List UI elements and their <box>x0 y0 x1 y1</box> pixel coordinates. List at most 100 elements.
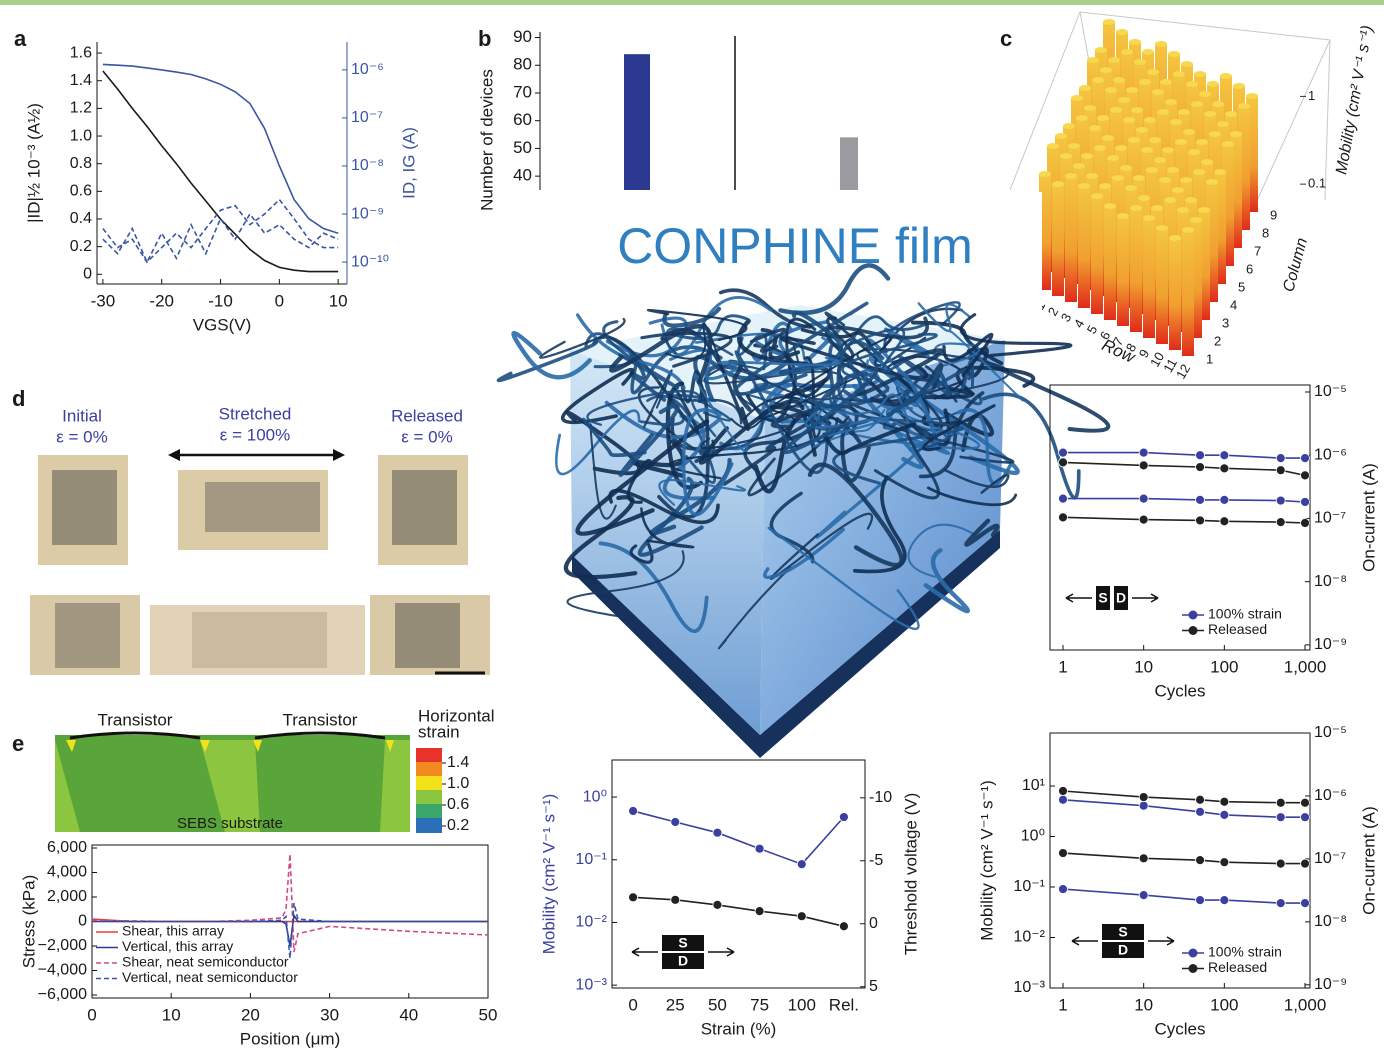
series-marker <box>1139 891 1148 900</box>
y2-tick-label: 10⁻⁶ <box>351 61 384 78</box>
y-tick-label: 3 <box>1222 315 1229 330</box>
cylinder <box>1052 184 1064 296</box>
series-marker <box>1139 494 1148 503</box>
cylinder-top <box>1105 87 1117 93</box>
series-marker <box>1196 896 1205 905</box>
series-line <box>1063 499 1305 502</box>
y-tick-label: 1.2 <box>70 100 92 117</box>
y-axis-label: Mobility (cm² V⁻¹ s⁻¹) <box>539 794 558 955</box>
colorbar-tick-label: 1.4 <box>447 754 469 771</box>
y-tick-label: 50 <box>513 138 532 157</box>
series-marker <box>755 907 764 916</box>
cylinder-top <box>1071 95 1083 101</box>
cylinder-top <box>1108 57 1120 63</box>
cylinder-top <box>1089 125 1101 131</box>
cylinder-top <box>1097 115 1109 121</box>
cylinder <box>1130 208 1142 332</box>
y2-tick-label: 10⁻⁵ <box>1314 383 1347 400</box>
series-marker <box>839 813 848 822</box>
y2-axis-label: On-current (A) <box>1359 806 1378 915</box>
strain-map: Transistor Transistor SEBS substrate Hor… <box>55 706 495 833</box>
cylinder <box>1117 216 1129 326</box>
series-line <box>633 897 844 926</box>
legend-label: Released <box>1208 621 1267 637</box>
cylinder-top <box>1120 165 1132 171</box>
y-tick-label: −6,000 <box>38 986 87 1003</box>
cylinder-top <box>1204 111 1216 117</box>
colorbar-band <box>416 818 442 833</box>
series-marker <box>1301 471 1310 480</box>
panel-label: e <box>12 731 24 756</box>
z-tick-label: 1 <box>1308 88 1315 103</box>
cylinder <box>1169 238 1181 350</box>
cylinder <box>1104 206 1116 320</box>
y-tick-label: 10⁻² <box>1013 929 1045 946</box>
x-tick-label: 0 <box>275 291 284 310</box>
legend-label: Released <box>1208 959 1267 975</box>
y2-tick-label: 10⁻⁵ <box>1314 724 1347 741</box>
photo-label: Initial <box>62 406 102 425</box>
series-marker <box>1139 448 1148 457</box>
series-marker <box>1196 451 1205 460</box>
cylinder <box>1078 186 1090 308</box>
series-marker <box>1196 463 1205 472</box>
cylinder-top <box>1156 225 1168 231</box>
series-line <box>1063 791 1305 803</box>
x-tick-label: 10 <box>162 1005 181 1024</box>
cylinder <box>1143 218 1155 338</box>
legend-label: 100% strain <box>1208 944 1282 960</box>
legend-marker <box>1189 611 1198 620</box>
series-line <box>103 64 338 233</box>
cylinder-top <box>1177 207 1189 213</box>
x-tick-label: 100 <box>788 995 816 1014</box>
cylinder <box>1182 230 1194 356</box>
series-marker <box>1220 517 1229 526</box>
y-tick-label: −4,000 <box>38 962 87 979</box>
cylinder-top <box>1138 195 1150 201</box>
series-marker <box>1220 797 1229 806</box>
legend-label: 100% strain <box>1208 606 1282 622</box>
y-tick-label: 5 <box>1238 279 1245 294</box>
series-line <box>1063 517 1305 523</box>
legend-label: Vertical, this array <box>122 938 233 954</box>
y-axis-label: Column <box>1280 236 1311 294</box>
y2-tick-label: 10⁻⁹ <box>1314 976 1347 993</box>
y-tick-label: 0 <box>78 913 87 930</box>
y-axis-label: Stress (kPa) <box>19 875 38 969</box>
y2-axis-label: Threshold voltage (V) <box>901 793 920 956</box>
series-marker <box>1301 899 1310 908</box>
series-marker <box>1301 798 1310 807</box>
legend-label: Vertical, neat semiconductor <box>122 969 298 985</box>
series-line <box>633 811 844 864</box>
cylinder-top <box>1092 77 1104 83</box>
legend-marker <box>1189 949 1198 958</box>
cylinder-top <box>1078 183 1090 189</box>
y2-tick-label: 10⁻⁶ <box>1314 446 1347 463</box>
figure: Initial ε = 0% Stretched ε = 100% Releas… <box>0 0 1384 1052</box>
series-line <box>1063 853 1305 864</box>
cylinder-top <box>1182 227 1194 233</box>
y2-tick-label: 10⁻¹⁰ <box>351 253 389 270</box>
cylinder-top <box>1168 51 1180 57</box>
cylinder-top <box>1094 145 1106 151</box>
cylinder-top <box>1123 117 1135 123</box>
cylinder-top <box>1115 145 1127 151</box>
cylinder-top <box>1076 115 1088 121</box>
series-marker <box>1276 899 1285 908</box>
y-tick-label: 9 <box>1270 207 1277 222</box>
cylinder-top <box>1143 215 1155 221</box>
cylinder-top <box>1207 81 1219 87</box>
x-tick-label: 0 <box>628 995 637 1014</box>
y2-tick-label: 10⁻⁹ <box>1314 636 1347 653</box>
colorbar-band <box>416 762 442 776</box>
cylinder-top <box>1222 141 1234 147</box>
cylinder-top <box>1128 137 1140 143</box>
cylinder-top <box>1142 49 1154 55</box>
cylinder-top <box>1131 107 1143 113</box>
cylinder-top <box>1136 127 1148 133</box>
y2-axis-label: On-current (A) <box>1359 463 1378 572</box>
y2-axis-label: ID, IG (A) <box>399 127 418 199</box>
cylinder-top <box>1178 109 1190 115</box>
x-tick-label: 100 <box>1210 657 1238 676</box>
bar <box>840 137 858 190</box>
